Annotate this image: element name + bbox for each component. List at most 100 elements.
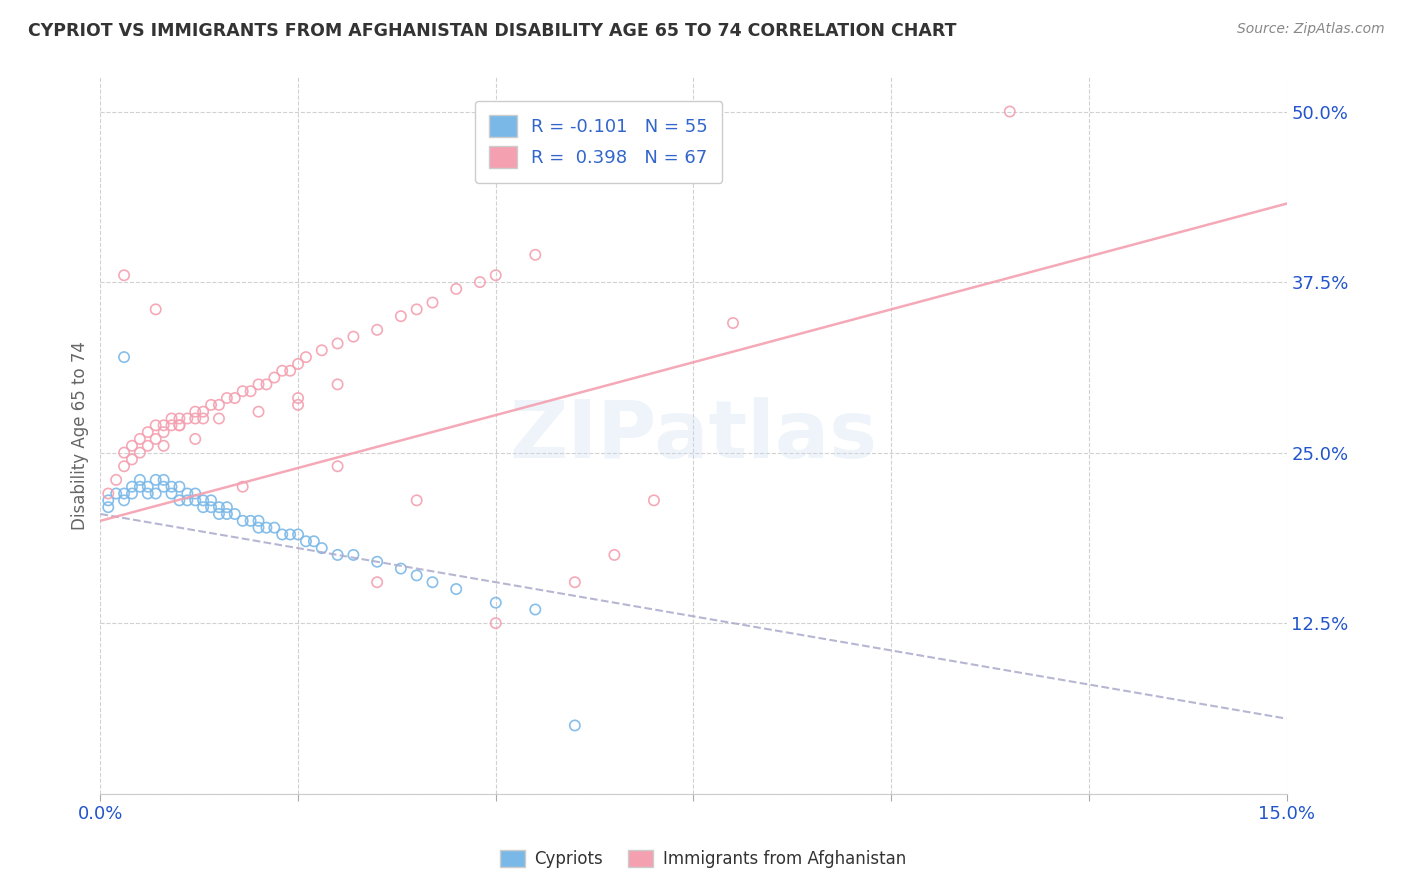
Point bbox=[112, 459, 135, 474]
Point bbox=[184, 432, 207, 446]
Point bbox=[160, 418, 183, 433]
Point bbox=[184, 493, 207, 508]
Point bbox=[485, 268, 508, 283]
Point bbox=[160, 486, 183, 500]
Point bbox=[326, 548, 349, 562]
Point bbox=[191, 411, 214, 425]
Point bbox=[247, 405, 270, 419]
Point bbox=[247, 514, 270, 528]
Point bbox=[128, 445, 150, 459]
Point bbox=[105, 473, 128, 487]
Point bbox=[564, 575, 586, 590]
Point bbox=[263, 521, 285, 535]
Point bbox=[405, 302, 427, 317]
Point bbox=[524, 602, 547, 616]
Point bbox=[326, 336, 349, 351]
Point bbox=[215, 391, 238, 405]
Point bbox=[152, 480, 174, 494]
Point bbox=[97, 486, 120, 500]
Point bbox=[121, 439, 143, 453]
Point bbox=[287, 357, 309, 371]
Point bbox=[128, 432, 150, 446]
Point bbox=[191, 493, 214, 508]
Point bbox=[247, 521, 270, 535]
Point bbox=[169, 418, 191, 433]
Point bbox=[389, 561, 412, 575]
Point bbox=[278, 364, 301, 378]
Point bbox=[389, 309, 412, 323]
Y-axis label: Disability Age 65 to 74: Disability Age 65 to 74 bbox=[72, 341, 89, 530]
Point bbox=[208, 411, 231, 425]
Point bbox=[254, 521, 277, 535]
Point bbox=[366, 323, 388, 337]
Point bbox=[232, 480, 254, 494]
Point bbox=[232, 384, 254, 399]
Point bbox=[239, 384, 262, 399]
Point bbox=[444, 282, 467, 296]
Point bbox=[145, 432, 167, 446]
Point bbox=[169, 480, 191, 494]
Point bbox=[145, 486, 167, 500]
Point bbox=[721, 316, 744, 330]
Point bbox=[215, 500, 238, 515]
Point bbox=[224, 507, 246, 521]
Point bbox=[184, 411, 207, 425]
Point bbox=[422, 575, 444, 590]
Legend: R = -0.101   N = 55, R =  0.398   N = 67: R = -0.101 N = 55, R = 0.398 N = 67 bbox=[475, 101, 723, 183]
Point bbox=[271, 364, 294, 378]
Point bbox=[311, 343, 333, 358]
Point bbox=[485, 616, 508, 631]
Point bbox=[112, 350, 135, 364]
Point bbox=[468, 275, 491, 289]
Point bbox=[208, 398, 231, 412]
Point bbox=[145, 302, 167, 317]
Point bbox=[184, 405, 207, 419]
Point bbox=[366, 555, 388, 569]
Point bbox=[191, 405, 214, 419]
Point bbox=[326, 459, 349, 474]
Point bbox=[136, 439, 159, 453]
Point bbox=[278, 527, 301, 541]
Point bbox=[444, 582, 467, 596]
Point bbox=[136, 486, 159, 500]
Point bbox=[405, 493, 427, 508]
Point bbox=[112, 486, 135, 500]
Point bbox=[239, 514, 262, 528]
Point bbox=[603, 548, 626, 562]
Point bbox=[152, 439, 174, 453]
Text: ZIPatlas: ZIPatlas bbox=[509, 397, 877, 475]
Point bbox=[643, 493, 665, 508]
Point bbox=[254, 377, 277, 392]
Point bbox=[271, 527, 294, 541]
Point bbox=[564, 718, 586, 732]
Point bbox=[152, 473, 174, 487]
Point bbox=[121, 480, 143, 494]
Text: Source: ZipAtlas.com: Source: ZipAtlas.com bbox=[1237, 22, 1385, 37]
Point bbox=[112, 493, 135, 508]
Point bbox=[998, 104, 1021, 119]
Point bbox=[287, 391, 309, 405]
Point bbox=[263, 370, 285, 384]
Point bbox=[302, 534, 325, 549]
Point bbox=[247, 377, 270, 392]
Point bbox=[295, 350, 318, 364]
Point bbox=[200, 500, 222, 515]
Point bbox=[97, 493, 120, 508]
Point bbox=[326, 377, 349, 392]
Point bbox=[287, 527, 309, 541]
Point bbox=[485, 596, 508, 610]
Point bbox=[121, 452, 143, 467]
Point bbox=[208, 500, 231, 515]
Point bbox=[287, 398, 309, 412]
Point bbox=[160, 411, 183, 425]
Point bbox=[422, 295, 444, 310]
Point bbox=[145, 418, 167, 433]
Point bbox=[200, 398, 222, 412]
Point bbox=[176, 486, 198, 500]
Point bbox=[112, 445, 135, 459]
Point bbox=[366, 575, 388, 590]
Point bbox=[128, 480, 150, 494]
Text: CYPRIOT VS IMMIGRANTS FROM AFGHANISTAN DISABILITY AGE 65 TO 74 CORRELATION CHART: CYPRIOT VS IMMIGRANTS FROM AFGHANISTAN D… bbox=[28, 22, 956, 40]
Point bbox=[215, 507, 238, 521]
Point bbox=[208, 507, 231, 521]
